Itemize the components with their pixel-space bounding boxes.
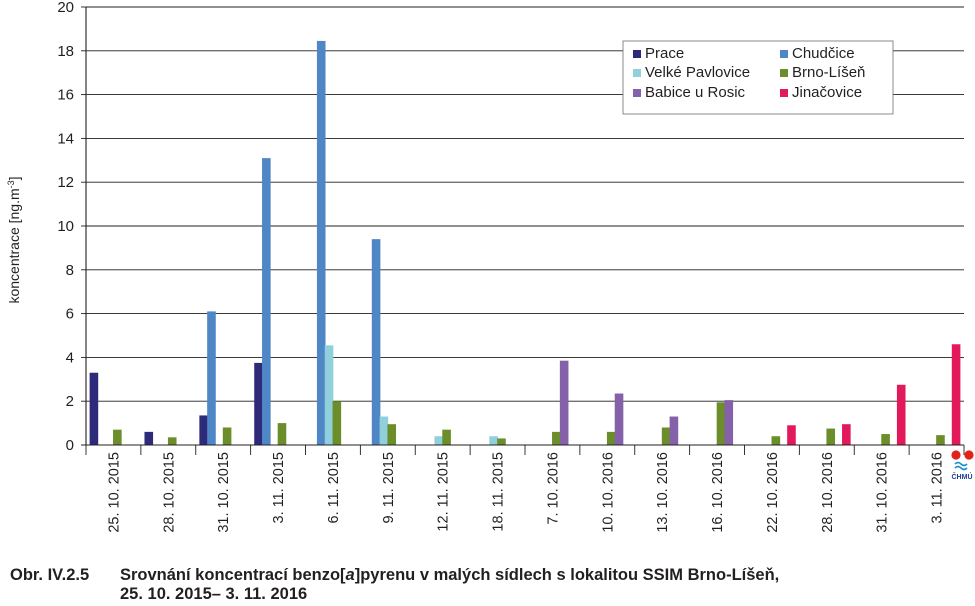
bar-prace bbox=[254, 362, 263, 446]
bar-chudčice bbox=[207, 311, 216, 445]
x-tick-label: 25. 10. 2015 bbox=[106, 452, 122, 533]
bar-brno-líšeň bbox=[113, 429, 122, 445]
legend-swatch bbox=[633, 69, 641, 77]
y-tick-label: 0 bbox=[66, 437, 74, 454]
bar-babice-u-rosic bbox=[724, 400, 734, 445]
x-tick-label: 6. 11. 2015 bbox=[326, 452, 342, 524]
bar-prace bbox=[144, 431, 154, 445]
legend-label: Velké Pavlovice bbox=[645, 64, 750, 81]
x-tick-label: 16. 10. 2016 bbox=[710, 452, 726, 533]
y-tick-label: 16 bbox=[57, 87, 74, 104]
logo-text: ČHMÚ bbox=[952, 472, 973, 481]
y-tick-label: 10 bbox=[57, 218, 74, 235]
bar-brno-líšeň bbox=[606, 431, 616, 445]
bar-brno-líšeň bbox=[771, 436, 781, 445]
y-tick-label: 4 bbox=[66, 349, 74, 366]
chart: 0 2 4 6 8 10 12 14 16 18 20 25. 10. 2015 28. 10. 20… bbox=[6, 0, 974, 533]
bar-brno-líšeň bbox=[167, 437, 177, 445]
x-tick-label: 3. 11. 2015 bbox=[271, 452, 287, 524]
bar-jinačovice bbox=[951, 344, 961, 445]
bar-brno-líšeň bbox=[826, 428, 836, 445]
bar-babice-u-rosic bbox=[559, 360, 569, 445]
x-tick-labels: 25. 10. 2015 28. 10. 2015 31. 10. 2015 3. 1… bbox=[106, 452, 945, 533]
bar-velké-pavlovice bbox=[489, 436, 498, 445]
legend-label: Chudčice bbox=[792, 45, 855, 62]
x-tick-label: 28. 10. 2016 bbox=[820, 452, 836, 533]
bar-brno-líšeň bbox=[661, 427, 671, 445]
y-axis-title: koncentrace [ng.m-3] bbox=[6, 176, 22, 303]
x-tick-label: 28. 10. 2015 bbox=[161, 452, 177, 533]
legend-label: Jinačovice bbox=[792, 84, 862, 101]
axes bbox=[81, 7, 965, 455]
bar-velké-pavlovice bbox=[434, 436, 444, 445]
legend-swatch bbox=[633, 89, 641, 97]
bar-brno-líšeň bbox=[222, 427, 232, 445]
y-tick-labels: 0 2 4 6 8 10 12 14 16 18 20 bbox=[57, 0, 86, 454]
bar-brno-líšeň bbox=[442, 429, 451, 445]
caption-number: Obr. IV.2.5 bbox=[10, 566, 90, 584]
legend-swatch bbox=[780, 50, 788, 58]
bar-brno-líšeň bbox=[497, 438, 506, 445]
legend-swatch bbox=[780, 89, 788, 97]
caption-line-2: 25. 10. 2015– 3. 11. 2016 bbox=[120, 585, 308, 603]
caption-line-1: Obr. IV.2.5 Srovnání koncentrací benzo[a]… bbox=[10, 566, 779, 585]
bar-velké-pavlovice bbox=[379, 416, 389, 445]
bar-prace bbox=[199, 415, 208, 445]
bar-jinačovice bbox=[787, 425, 796, 445]
legend-box bbox=[622, 40, 894, 115]
y-tick-label: 6 bbox=[66, 306, 74, 323]
bar-brno-líšeň bbox=[552, 431, 561, 445]
legend-label: Prace bbox=[645, 45, 684, 62]
y-tick-label: 18 bbox=[57, 43, 74, 60]
legend-swatch bbox=[780, 69, 788, 77]
caption-text-before: Srovnání koncentrací benzo[ bbox=[120, 566, 346, 584]
x-tick-label: 12. 11. 2015 bbox=[436, 452, 452, 532]
chmu-logo: ČHMÚ bbox=[951, 450, 974, 481]
logo-dot-right bbox=[964, 450, 974, 460]
bar-chudčice bbox=[262, 158, 271, 446]
bar-brno-líšeň bbox=[936, 435, 945, 445]
y-tick-label: 8 bbox=[66, 262, 74, 279]
legend: Prace Chudčice Velké Pavlovice Brno-Líšeň Ba… bbox=[622, 40, 894, 115]
logo-dot-left bbox=[951, 450, 961, 460]
y-tick-label: 12 bbox=[57, 174, 74, 191]
caption-text-after: ]pyrenu v malých sídlech s lokalitou SSI… bbox=[354, 566, 780, 584]
caption-text-italic: a bbox=[345, 566, 355, 584]
x-tick-label: 22. 10. 2016 bbox=[765, 452, 781, 533]
x-tick-label: 3. 11. 2016 bbox=[930, 452, 946, 524]
y-tick-label: 20 bbox=[57, 0, 74, 16]
bar-prace bbox=[89, 372, 99, 445]
bar-brno-líšeň bbox=[716, 402, 726, 445]
x-tick-label: 31. 10. 2015 bbox=[216, 452, 232, 533]
bar-brno-líšeň bbox=[387, 424, 397, 445]
logo-wave-bottom bbox=[954, 465, 968, 471]
bar-chudčice bbox=[316, 40, 326, 445]
x-tick-label: 10. 10. 2016 bbox=[600, 452, 616, 533]
bar-brno-líšeň bbox=[277, 423, 287, 445]
x-tick-label: 7. 10. 2016 bbox=[545, 452, 561, 525]
bar-brno-líšeň bbox=[881, 434, 890, 445]
bar-velké-pavlovice bbox=[324, 345, 334, 445]
y-tick-label: 14 bbox=[57, 130, 74, 147]
figure-caption: Obr. IV.2.5 Srovnání koncentrací benzo[a]… bbox=[10, 566, 779, 604]
bar-chudčice bbox=[371, 239, 381, 445]
legend-label: Babice u Rosic bbox=[645, 84, 746, 101]
x-tick-label: 9. 11. 2015 bbox=[381, 452, 397, 524]
bar-jinačovice bbox=[896, 384, 906, 445]
y-tick-label: 2 bbox=[66, 393, 74, 410]
legend-label: Brno-Líšeň bbox=[792, 64, 865, 81]
x-tick-label: 13. 10. 2016 bbox=[655, 452, 671, 533]
bar-babice-u-rosic bbox=[614, 393, 624, 445]
x-tick-label: 31. 10. 2016 bbox=[875, 452, 891, 533]
logo-wave-top bbox=[954, 461, 968, 467]
bar-babice-u-rosic bbox=[669, 416, 679, 445]
legend-swatch bbox=[633, 50, 641, 58]
gridlines bbox=[86, 6, 964, 402]
x-tick-label: 18. 11. 2015 bbox=[491, 452, 507, 532]
bars bbox=[89, 40, 961, 446]
bar-jinačovice bbox=[842, 424, 851, 445]
bar-brno-líšeň bbox=[332, 401, 342, 445]
